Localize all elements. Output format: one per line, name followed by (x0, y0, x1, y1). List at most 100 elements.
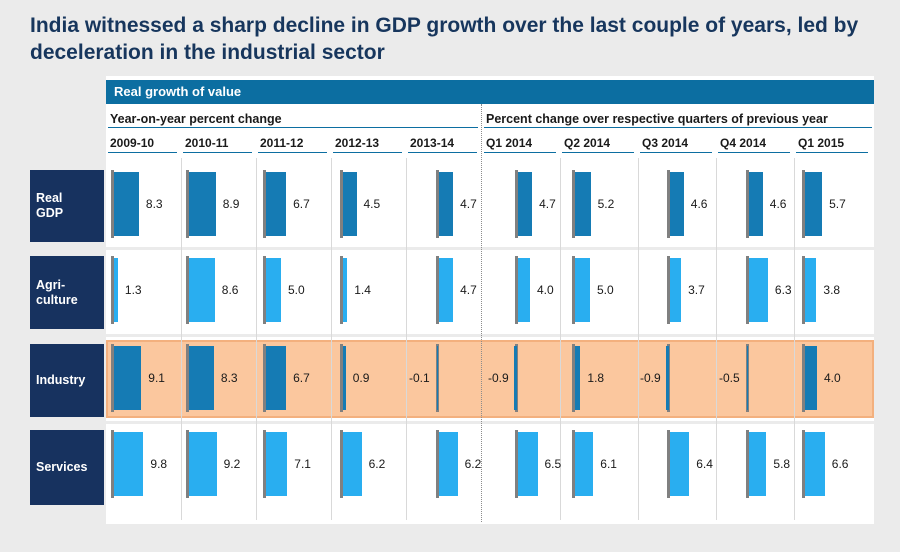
bar-industry (114, 346, 142, 410)
data-label: 4.6 (769, 197, 787, 211)
bar-baseline (111, 430, 114, 498)
bar-baseline (186, 170, 189, 238)
bar-baseline (572, 430, 575, 498)
data-label: 8.3 (145, 197, 163, 211)
bar-baseline (263, 170, 266, 238)
column-header-underline (718, 152, 790, 153)
bar-real-gdp (575, 172, 591, 236)
group-underline-annual (108, 127, 478, 128)
bar-baseline (263, 256, 266, 324)
bar-agriculture (805, 258, 817, 322)
bar-baseline (802, 344, 805, 412)
bar-industry (266, 346, 287, 410)
bar-baseline (340, 430, 343, 498)
bar-baseline (263, 430, 266, 498)
data-label: 4.6 (690, 197, 708, 211)
column-header: Q1 2014 (486, 136, 533, 150)
group-label-annual: Year-on-year percent change (110, 112, 282, 126)
bar-baseline (436, 256, 439, 324)
bar-services (343, 432, 362, 496)
column-divider (716, 158, 717, 520)
group-label-quarterly: Percent change over respective quarters … (486, 112, 828, 126)
bar-baseline (186, 256, 189, 324)
row-label-industry: Industry (30, 344, 104, 417)
bar-industry (189, 346, 214, 410)
bar-baseline (436, 430, 439, 498)
data-label: -0.9 (640, 371, 661, 385)
bar-agriculture (343, 258, 348, 322)
page-title: India witnessed a sharp decline in GDP g… (30, 14, 859, 64)
bar-agriculture (518, 258, 530, 322)
data-label: 5.0 (288, 283, 305, 297)
bar-services (670, 432, 690, 496)
row-label-services-text: Services (36, 460, 88, 474)
row-label-agriculture: Agri- culture (30, 256, 104, 329)
data-label: 3.8 (823, 283, 841, 297)
data-label: 8.9 (222, 197, 240, 211)
column-header-underline (562, 152, 634, 153)
data-label: 9.1 (148, 371, 165, 385)
column-divider (794, 158, 795, 520)
data-label: 8.3 (220, 371, 238, 385)
row-label-real-gdp-text: Real GDP (36, 191, 64, 220)
bar-baseline (515, 256, 518, 324)
data-label: 6.5 (544, 457, 562, 471)
bar-real-gdp (749, 172, 763, 236)
bar-baseline (515, 430, 518, 498)
data-label: 1.4 (354, 283, 371, 297)
bar-baseline (667, 170, 670, 238)
data-label: 4.0 (537, 283, 554, 297)
data-label: 4.7 (460, 197, 477, 211)
column-header-underline (408, 152, 477, 153)
data-label: 6.2 (368, 457, 386, 471)
bar-baseline (572, 256, 575, 324)
data-label: 6.1 (600, 457, 617, 471)
column-divider (406, 158, 407, 520)
bar-industry (805, 346, 817, 410)
column-header-underline (484, 152, 556, 153)
row-separator (106, 247, 874, 250)
data-label: 4.7 (539, 197, 556, 211)
bar-baseline (340, 256, 343, 324)
data-label: 8.6 (221, 283, 239, 297)
bar-agriculture (189, 258, 215, 322)
bar-baseline (263, 344, 266, 412)
column-header: Q2 2014 (564, 136, 611, 150)
data-label: 1.8 (587, 371, 605, 385)
bar-services (266, 432, 288, 496)
column-divider (638, 158, 639, 520)
bar-industry (514, 346, 517, 410)
column-header: Q4 2014 (720, 136, 767, 150)
column-header: 2012-13 (335, 136, 380, 150)
row-separator (106, 334, 874, 337)
bar-real-gdp (805, 172, 823, 236)
data-label: -0.5 (719, 371, 740, 385)
bar-services (575, 432, 594, 496)
data-label: 6.7 (293, 197, 310, 211)
bar-baseline (436, 170, 439, 238)
bar-agriculture (575, 258, 590, 322)
bar-baseline (802, 430, 805, 498)
bar-industry (343, 346, 346, 410)
row-label-real-gdp: Real GDP (30, 170, 104, 242)
bar-industry (746, 346, 748, 410)
bar-baseline (572, 170, 575, 238)
data-label: 6.6 (831, 457, 849, 471)
bar-real-gdp (114, 172, 139, 236)
bar-agriculture (439, 258, 454, 322)
bar-services (114, 432, 144, 496)
data-label: 4.0 (824, 371, 841, 385)
data-label: 6.2 (464, 457, 482, 471)
data-label: 5.0 (597, 283, 614, 297)
bar-agriculture (266, 258, 281, 322)
data-label: 5.7 (829, 197, 846, 211)
data-label: 7.1 (294, 457, 311, 471)
data-label: -0.1 (409, 371, 430, 385)
bar-real-gdp (439, 172, 454, 236)
bar-baseline (515, 170, 518, 238)
bar-real-gdp (670, 172, 684, 236)
bar-baseline (111, 256, 114, 324)
column-header-underline (796, 152, 868, 153)
row-separator (106, 421, 874, 424)
data-label: -0.9 (488, 371, 509, 385)
